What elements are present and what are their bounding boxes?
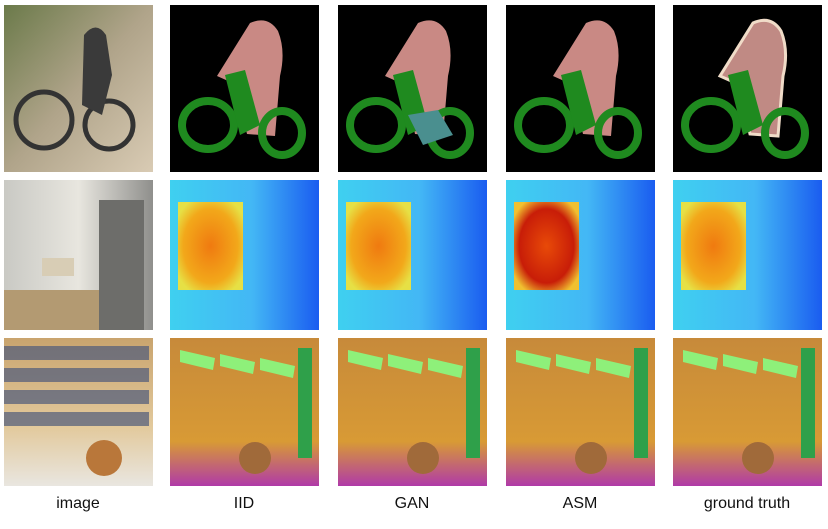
photo-detail — [99, 200, 144, 330]
seg-wheel — [346, 97, 406, 153]
seg-frame — [225, 70, 260, 135]
normal-shelf — [683, 350, 718, 370]
seg-wheel — [681, 97, 741, 153]
photo-detail — [4, 368, 149, 382]
seg-person — [385, 20, 451, 137]
normal-shelf — [348, 350, 383, 370]
normal-ball — [407, 442, 439, 474]
photo-detail — [42, 258, 74, 276]
photo-detail — [4, 390, 149, 404]
seg-error — [408, 110, 453, 145]
normal-ball — [575, 442, 607, 474]
normal-side — [801, 348, 815, 458]
figure-cell — [673, 180, 822, 330]
figure-cell — [170, 338, 319, 486]
figure-cell — [4, 338, 153, 486]
photo-detail — [82, 27, 112, 115]
figure-cell — [338, 5, 487, 172]
normal-shelf — [763, 358, 798, 378]
normal-shelf — [220, 354, 255, 374]
figure-cell — [506, 5, 655, 172]
seg-wheel — [514, 97, 574, 153]
figure-cell — [4, 5, 153, 172]
seg-wheel — [258, 107, 306, 159]
figure-cell — [506, 180, 655, 330]
column-label: ground truth — [704, 495, 790, 512]
normal-shelf — [180, 350, 215, 370]
normal-side — [298, 348, 312, 458]
figure-cell — [673, 5, 822, 172]
figure-cell — [338, 338, 487, 486]
column-label: GAN — [395, 495, 430, 512]
photo — [4, 5, 153, 172]
seg-person — [717, 18, 788, 138]
figure-cell — [170, 180, 319, 330]
seg-wheel — [178, 97, 238, 153]
figure-cell — [338, 180, 487, 330]
column-label: image — [56, 495, 100, 512]
normal-ball — [239, 442, 271, 474]
normal-shelf — [723, 354, 758, 374]
photo-detail — [13, 89, 75, 151]
normal-shelf — [596, 358, 631, 378]
depth-room — [514, 202, 579, 290]
photo-detail — [4, 412, 149, 426]
seg-person — [553, 20, 619, 137]
seg-frame — [728, 70, 763, 135]
column-label: IID — [234, 495, 254, 512]
figure-cell — [170, 5, 319, 172]
seg-wheel — [594, 107, 642, 159]
depth-room — [681, 202, 746, 290]
normal-shelf — [516, 350, 551, 370]
column-label: ASM — [563, 495, 598, 512]
seg-frame — [561, 70, 596, 135]
normal-ball — [742, 442, 774, 474]
normal-shelf — [388, 354, 423, 374]
photo-detail — [82, 98, 136, 152]
depth-room — [346, 202, 411, 290]
figure-cell — [4, 180, 153, 330]
photo-detail — [4, 290, 99, 330]
seg-person — [217, 20, 283, 137]
seg-wheel — [761, 107, 809, 159]
depth-room — [178, 202, 243, 290]
normal-shelf — [260, 358, 295, 378]
normal-shelf — [428, 358, 463, 378]
normal-side — [466, 348, 480, 458]
figure-cell — [673, 338, 822, 486]
normal-side — [634, 348, 648, 458]
normal-shelf — [556, 354, 591, 374]
photo-detail — [86, 440, 122, 476]
photo-detail — [4, 346, 149, 360]
figure-cell — [506, 338, 655, 486]
